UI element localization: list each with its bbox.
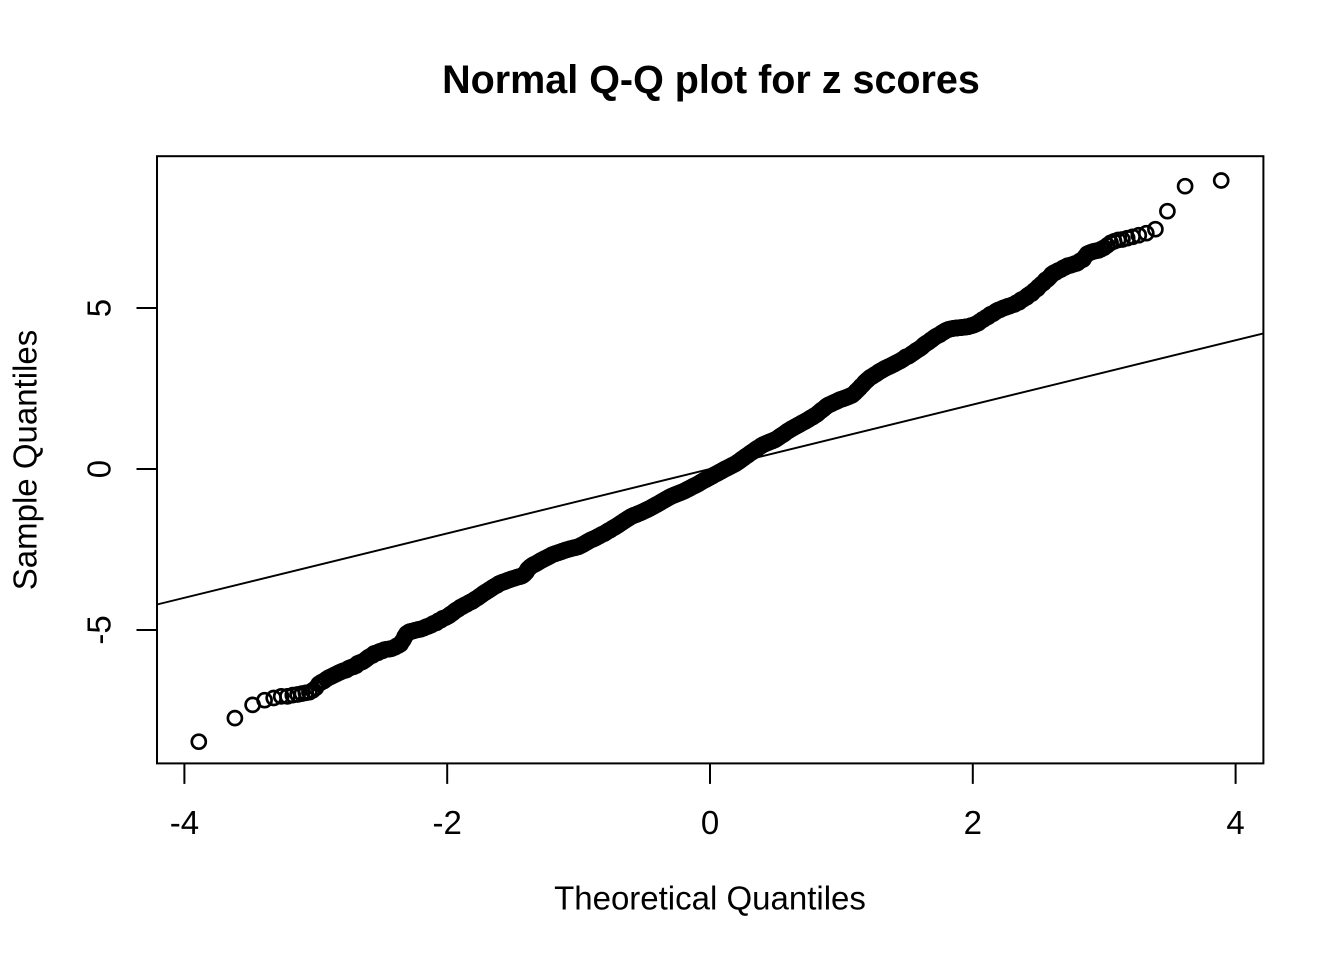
svg-text:Sample Quantiles: Sample Quantiles [7, 330, 44, 590]
svg-text:2: 2 [964, 804, 982, 841]
svg-text:Theoretical Quantiles: Theoretical Quantiles [554, 880, 866, 917]
svg-text:4: 4 [1226, 804, 1244, 841]
svg-text:-4: -4 [170, 804, 199, 841]
svg-text:-5: -5 [81, 615, 118, 644]
svg-text:-2: -2 [433, 804, 462, 841]
svg-text:Normal Q-Q plot for z scores: Normal Q-Q plot for z scores [442, 58, 980, 102]
svg-text:5: 5 [81, 299, 118, 317]
svg-text:0: 0 [701, 804, 719, 841]
svg-text:0: 0 [81, 460, 118, 478]
